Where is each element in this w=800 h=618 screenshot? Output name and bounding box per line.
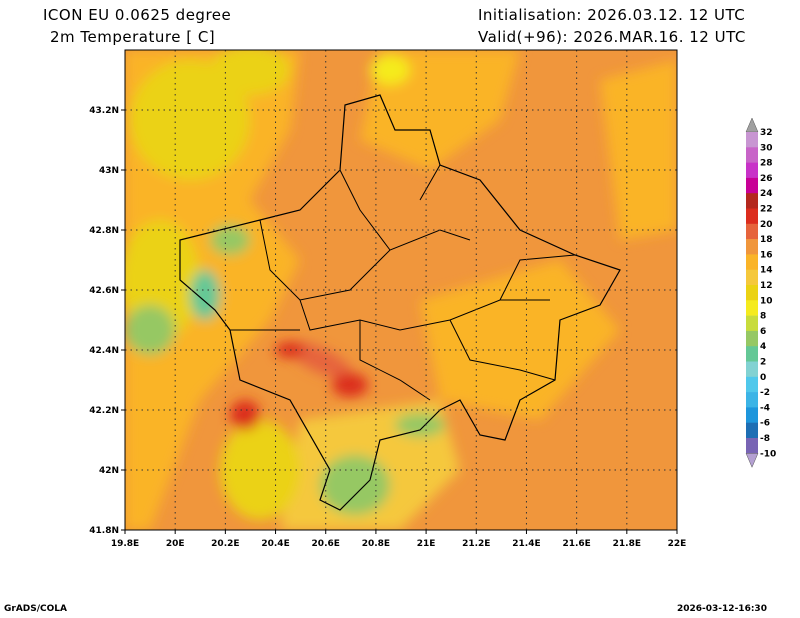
colorbar-band — [746, 330, 758, 347]
colorbar-label: 26 — [760, 174, 773, 184]
colorbar-label: 14 — [760, 266, 773, 276]
colorbar-label: 20 — [760, 220, 773, 230]
lon-tick-label: 20.2E — [211, 539, 239, 549]
lat-tick-label: 43N — [99, 166, 119, 176]
lon-tick-label: 21.4E — [512, 539, 540, 549]
colorbar-label: 22 — [760, 205, 773, 215]
district-borders — [230, 164, 576, 401]
colorbar-label: 32 — [760, 128, 773, 138]
lon-tick-label: 20E — [166, 539, 185, 549]
colorbar-label: 12 — [760, 281, 773, 291]
init-time: Initialisation: 2026.03.12. 12 UTC — [478, 6, 746, 24]
colorbar-label: 4 — [760, 342, 766, 352]
lat-tick-label: 42.8N — [89, 226, 119, 236]
lon-tick-label: 21.8E — [613, 539, 641, 549]
border-outline — [179, 94, 621, 511]
colorbar-band — [746, 147, 758, 163]
graticule — [125, 50, 677, 530]
lat-tick-label: 42N — [99, 466, 119, 476]
lat-tick-label: 42.4N — [89, 346, 119, 356]
colorbar-label: 0 — [760, 373, 766, 383]
colorbar-over-arrow — [745, 117, 759, 133]
lon-tick-label: 19.8E — [111, 539, 139, 549]
colorbar-band — [746, 269, 758, 286]
colorbar-label: 2 — [760, 358, 766, 368]
colorbar-band — [746, 361, 758, 378]
colorbar-band — [746, 254, 758, 270]
colorbar-band — [746, 132, 758, 148]
colorbar-label: 28 — [760, 159, 773, 169]
lon-tick-label: 21.2E — [462, 539, 490, 549]
colorbar-label: -4 — [760, 403, 770, 413]
colorbar-band — [746, 177, 758, 194]
lon-tick-label: 20.8E — [362, 539, 390, 549]
colorbar-label: 10 — [760, 296, 773, 306]
lat-tick-label: 42.2N — [89, 406, 119, 416]
lon-tick-label: 21E — [417, 539, 436, 549]
colorbar-under-arrow — [745, 453, 759, 468]
colorbar-label: -8 — [760, 434, 770, 444]
axis-ticks: 19.8E 20E 20.2E 20.4E 20.6E 20.8E 21E 21.2E 21.4… — [89, 106, 686, 549]
colorbar-band — [746, 315, 758, 332]
colorbar-label: 16 — [760, 250, 773, 260]
colorbar-label: -2 — [760, 388, 770, 398]
colorbar-label: -10 — [760, 449, 776, 459]
lon-tick-label: 22E — [668, 539, 687, 549]
colorbar-label: 30 — [760, 143, 773, 153]
colorbar-band — [746, 422, 758, 439]
colorbar-band — [746, 285, 758, 301]
lat-tick-label: 43.2N — [89, 106, 119, 116]
variable-title: 2m Temperature [ C] — [50, 28, 216, 46]
colorbar-label: 6 — [760, 327, 766, 337]
colorbar-band — [746, 300, 758, 316]
temperature-field — [125, 50, 677, 530]
lon-tick-label: 20.4E — [261, 539, 289, 549]
lat-tick-label: 42.6N — [89, 286, 119, 296]
valid-time: Valid(+96): 2026.MAR.16. 12 UTC — [478, 28, 746, 46]
model-title: ICON EU 0.0625 degree — [43, 6, 232, 24]
colorbar-label: 18 — [760, 235, 773, 245]
colorbar-band — [746, 407, 758, 423]
footer-timestamp: 2026-03-12-16:30 — [677, 604, 767, 614]
colorbar-label: 24 — [760, 189, 773, 199]
colorbar-band — [746, 223, 758, 240]
colorbar-band — [746, 239, 758, 255]
colorbar-band — [746, 193, 758, 209]
colorbar-band — [746, 208, 758, 225]
colorbar-band — [746, 346, 758, 362]
colorbar-label: -6 — [760, 419, 770, 429]
colorbar-band — [746, 162, 758, 179]
footer-credit: GrADS/COLA — [4, 604, 67, 614]
colorbar-band — [746, 392, 758, 408]
lat-tick-label: 41.8N — [89, 526, 119, 536]
colorbar-band — [746, 376, 758, 393]
lon-tick-label: 21.6E — [562, 539, 590, 549]
colorbar-band — [746, 438, 758, 454]
colorbar-label: 8 — [760, 312, 766, 322]
lon-tick-label: 20.6E — [312, 539, 340, 549]
